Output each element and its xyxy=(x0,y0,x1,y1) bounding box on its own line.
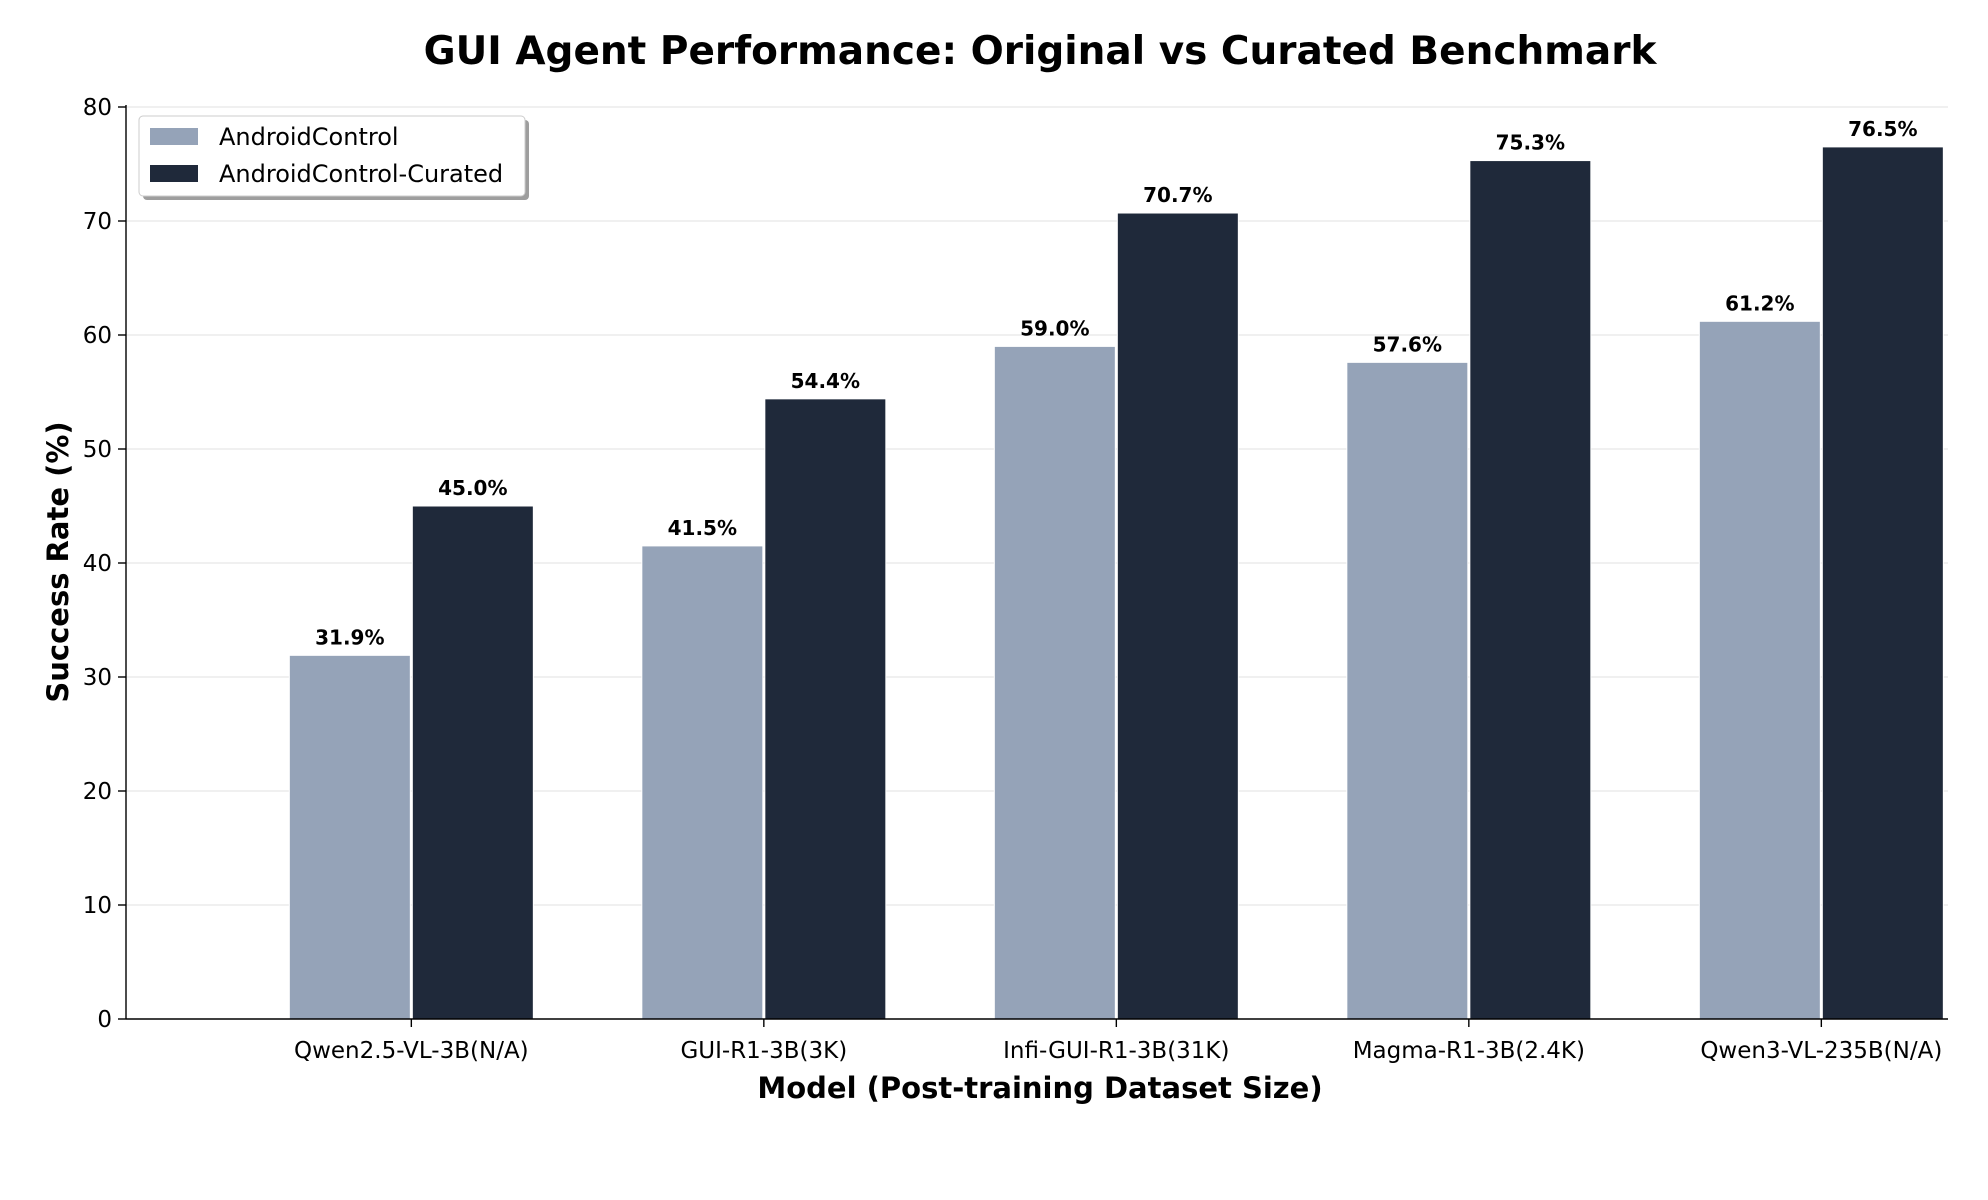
x-axis-title: Model (Post-training Dataset Size) xyxy=(757,1071,1322,1105)
data-labels: 31.9% 45.0% 41.5% 54.4% 59.0% 70.7% 57.6% 75.3%… xyxy=(315,117,1917,649)
bar-androidcontrol xyxy=(1698,320,1821,1020)
y-tick-label: 60 xyxy=(83,323,112,349)
bar-value-label: 76.5% xyxy=(1848,117,1917,141)
legend-label: AndroidControl-Curated xyxy=(219,160,503,188)
bar-value-label: 31.9% xyxy=(315,625,384,649)
bar-androidcontrol xyxy=(993,345,1116,1020)
bar-value-label: 54.4% xyxy=(791,369,860,393)
bar-androidcontrol-curated xyxy=(764,398,887,1020)
x-tick-label: Qwen3-VL-235B(N/A) xyxy=(1700,1038,1942,1064)
bar-androidcontrol-curated xyxy=(1116,212,1239,1020)
bar-androidcontrol-curated xyxy=(1469,160,1592,1020)
bars xyxy=(288,146,1944,1020)
y-axis-title: Success Rate (%) xyxy=(41,421,75,702)
x-tick-label: Magma-R1-3B(2.4K) xyxy=(1353,1038,1585,1064)
x-tick-label: Infi-GUI-R1-3B(31K) xyxy=(1003,1038,1229,1064)
legend-swatch xyxy=(150,165,198,182)
bar-androidcontrol xyxy=(1346,361,1469,1020)
legend-swatch xyxy=(150,128,198,145)
bar-value-label: 59.0% xyxy=(1020,316,1089,340)
y-tick-label: 40 xyxy=(83,551,112,577)
x-tick-label: GUI-R1-3B(3K) xyxy=(680,1038,847,1064)
y-tick-label: 50 xyxy=(83,437,112,463)
y-tick-label: 0 xyxy=(97,1007,112,1033)
bar-androidcontrol-curated xyxy=(411,505,534,1020)
bar-value-label: 57.6% xyxy=(1373,332,1442,356)
y-tick-label: 30 xyxy=(83,665,112,691)
legend-label: AndroidControl xyxy=(219,123,399,151)
bar-androidcontrol xyxy=(641,545,764,1020)
bar-value-label: 70.7% xyxy=(1143,183,1212,207)
y-tick-label: 80 xyxy=(83,95,112,121)
legend-box xyxy=(138,115,526,197)
x-tick-label: Qwen2.5-VL-3B(N/A) xyxy=(294,1038,529,1064)
bar-value-label: 41.5% xyxy=(668,516,737,540)
bar-androidcontrol-curated xyxy=(1821,146,1944,1020)
bar-androidcontrol xyxy=(288,654,411,1020)
bar-value-label: 75.3% xyxy=(1496,131,1565,155)
y-tick-label: 20 xyxy=(83,779,112,805)
y-tick-label: 10 xyxy=(83,893,112,919)
legend: AndroidControl AndroidControl-Curated xyxy=(138,115,529,200)
bar-value-label: 61.2% xyxy=(1725,291,1794,315)
chart-title: GUI Agent Performance: Original vs Curat… xyxy=(424,29,1658,74)
y-tick-label: 70 xyxy=(83,209,112,235)
axes: 0 10 20 30 40 50 60 70 80 Qwen2.5-VL-3B(N/A) GUI-R… xyxy=(83,95,1948,1064)
bar-value-label: 45.0% xyxy=(438,476,507,500)
